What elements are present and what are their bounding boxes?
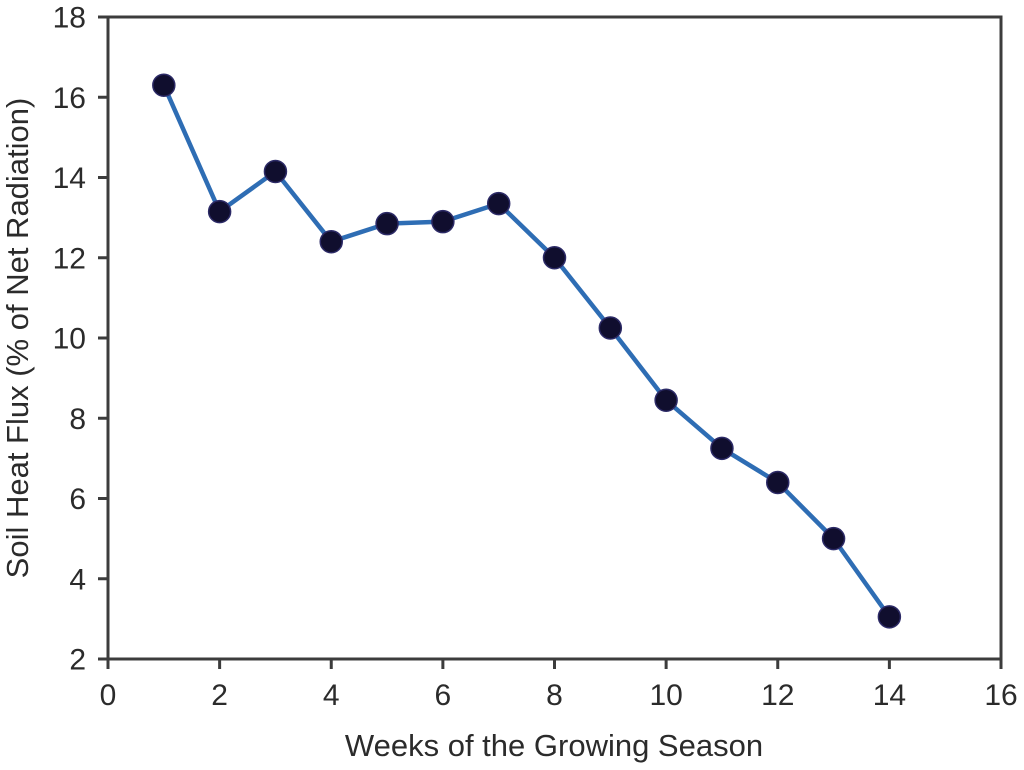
x-tick-label: 16	[984, 679, 1017, 712]
y-tick-label: 18	[53, 2, 86, 35]
x-tick-label: 12	[761, 679, 794, 712]
x-tick-label: 2	[211, 679, 228, 712]
x-tick-label: 8	[546, 679, 563, 712]
x-axis: 0 2 4 6 8 10 12 14 16	[100, 659, 1018, 712]
y-tick-label: 6	[69, 483, 86, 516]
y-tick-label: 14	[53, 162, 86, 195]
data-point	[152, 73, 176, 97]
data-point	[319, 229, 343, 254]
data-point	[375, 211, 399, 236]
data-point	[877, 605, 902, 629]
x-tick-label: 10	[649, 679, 682, 712]
plot-frame	[106, 15, 1003, 661]
x-tick-label: 4	[323, 679, 340, 712]
y-tick-label: 2	[69, 644, 86, 677]
data-point	[598, 316, 623, 340]
x-tick-label: 6	[435, 679, 452, 712]
data-point	[654, 388, 678, 412]
y-tick-label: 10	[53, 323, 86, 356]
y-axis: 2 4 6 8 10 12 14 16 18	[53, 2, 108, 677]
data-point	[263, 159, 288, 184]
x-axis-label: Weeks of the Growing Season	[345, 728, 763, 763]
data-point	[431, 209, 455, 234]
plot-border	[106, 15, 1003, 661]
y-tick-label: 12	[53, 242, 86, 275]
data-point	[821, 526, 846, 551]
data-point	[542, 246, 567, 270]
x-tick-label: 14	[873, 679, 906, 712]
y-tick-label: 8	[69, 403, 86, 436]
data-series	[152, 73, 902, 629]
data-point	[766, 470, 790, 495]
y-axis-label: Soil Heat Flux (% of Net Radiation)	[0, 98, 35, 579]
data-point	[486, 191, 511, 216]
data-point	[207, 199, 232, 224]
y-tick-label: 16	[53, 82, 86, 115]
y-tick-label: 4	[69, 563, 86, 596]
data-point	[710, 436, 734, 461]
x-tick-label: 0	[100, 679, 117, 712]
